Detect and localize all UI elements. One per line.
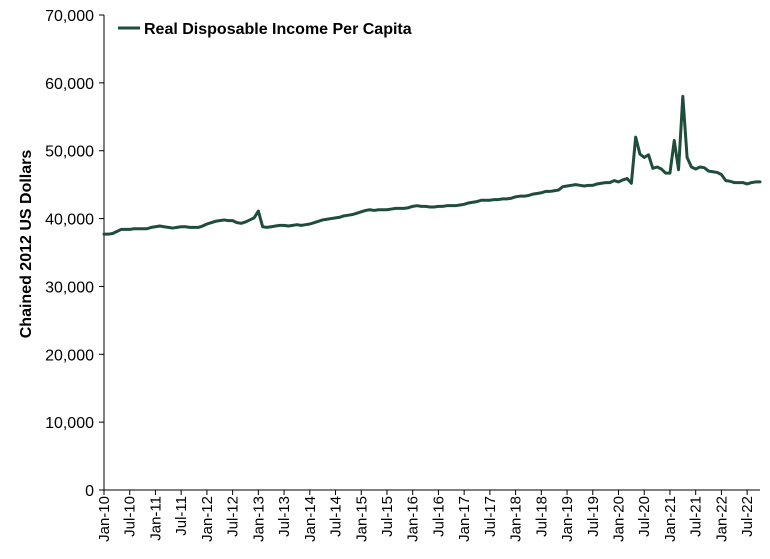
x-tick-label: Jan-13 xyxy=(250,496,267,542)
y-tick-label: 10,000 xyxy=(45,415,94,432)
series-line-real-disposable-income xyxy=(102,94,762,236)
legend-label: Real Disposable Income Per Capita xyxy=(144,21,412,38)
x-tick-label: Jan-15 xyxy=(353,496,370,542)
series-layer xyxy=(102,94,762,236)
x-tick-label: Jul-17 xyxy=(482,496,499,537)
x-ticks: Jan-10 Jul-10 Jan-11 Jul-11 Jan-12 Jul-12 Jan-… xyxy=(96,490,756,542)
x-tick-label: Jan-17 xyxy=(456,496,473,542)
y-tick-label: 60,000 xyxy=(45,76,94,93)
x-tick-label: Jan-18 xyxy=(508,496,525,542)
x-tick-label: Jul-22 xyxy=(739,496,756,537)
x-tick-label: Jan-20 xyxy=(611,496,628,542)
x-tick-label: Jan-14 xyxy=(302,496,319,542)
y-tick-label: 20,000 xyxy=(45,347,94,364)
y-tick-label: 50,000 xyxy=(45,144,94,161)
x-tick-label: Jan-16 xyxy=(405,496,422,542)
y-ticks: 0 10,000 20,000 30,000 40,000 50,000 60,000 70,… xyxy=(45,8,104,500)
x-tick-label: Jul-13 xyxy=(276,496,293,537)
axes: 0 10,000 20,000 30,000 40,000 50,000 60,000 70,… xyxy=(45,8,760,542)
y-tick-label: 30,000 xyxy=(45,279,94,296)
x-tick-label: Jul-14 xyxy=(328,496,345,537)
x-tick-label: Jul-11 xyxy=(173,496,190,536)
y-tick-label: 40,000 xyxy=(45,212,94,229)
x-tick-label: Jul-21 xyxy=(688,496,705,537)
legend: Real Disposable Income Per Capita xyxy=(118,21,412,38)
x-tick-label: Jul-19 xyxy=(585,496,602,537)
y-axis-label: Chained 2012 US Dollars xyxy=(18,150,35,339)
x-tick-label: Jul-18 xyxy=(533,496,550,537)
y-tick-label: 0 xyxy=(85,483,94,500)
x-tick-label: Jan-11 xyxy=(147,496,164,541)
x-tick-label: Jul-16 xyxy=(430,496,447,537)
x-tick-label: Jan-21 xyxy=(662,496,679,542)
x-tick-label: Jul-20 xyxy=(636,496,653,537)
x-tick-label: Jan-12 xyxy=(199,496,216,542)
x-tick-label: Jan-10 xyxy=(96,496,113,542)
x-tick-label: Jul-10 xyxy=(122,496,139,537)
y-tick-label: 70,000 xyxy=(45,8,94,25)
x-tick-label: Jan-22 xyxy=(713,496,730,542)
x-tick-label: Jan-19 xyxy=(559,496,576,542)
x-tick-label: Jul-15 xyxy=(379,496,396,537)
x-tick-label: Jul-12 xyxy=(225,496,242,537)
